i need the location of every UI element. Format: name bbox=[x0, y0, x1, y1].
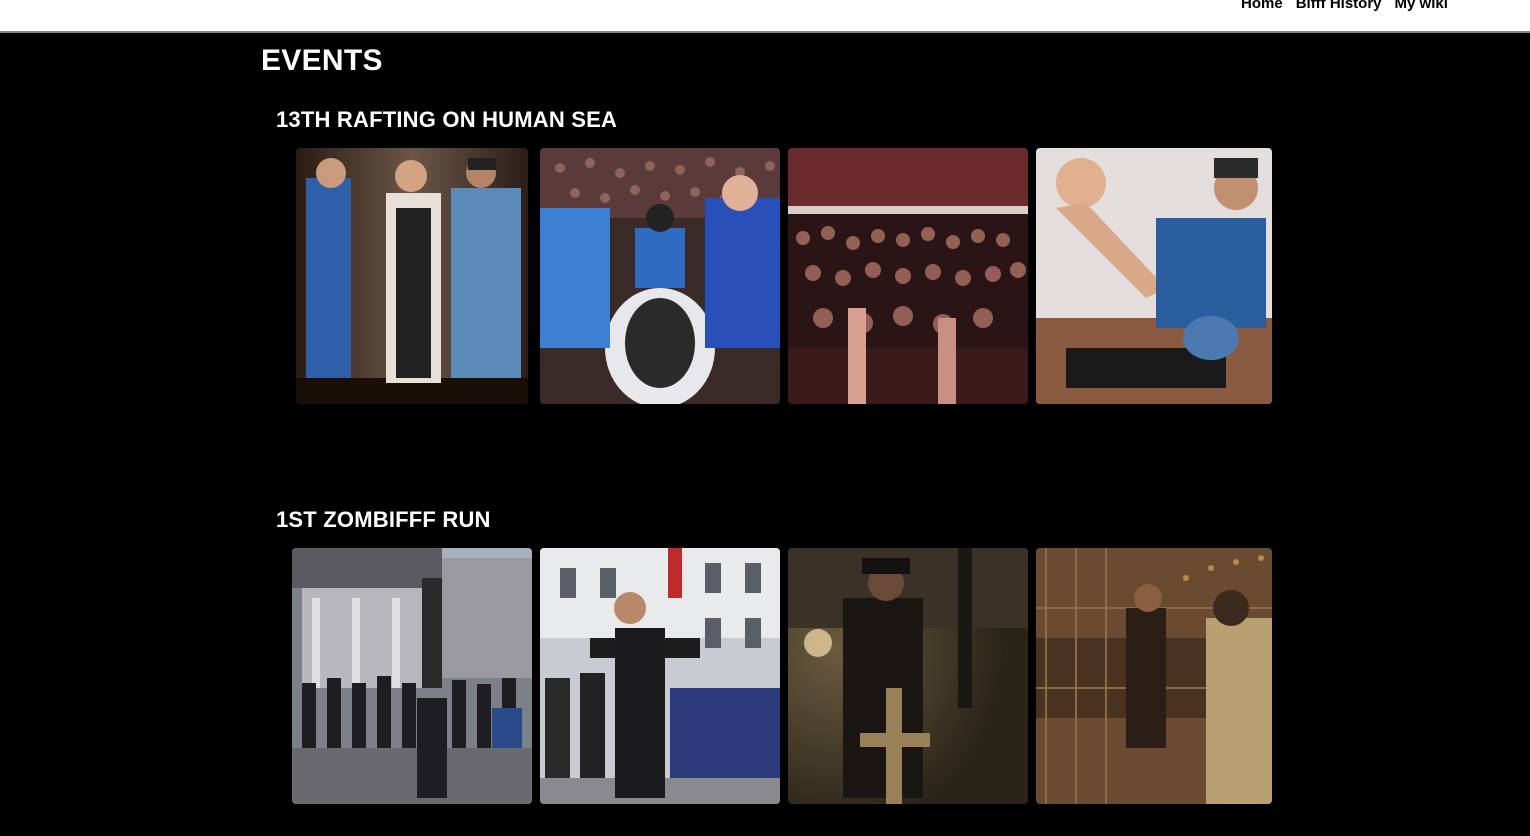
event-title-zombifff-run: 1ST ZOMBIFFF RUN bbox=[276, 507, 491, 532]
event-photo-priest-with-cross[interactable] bbox=[788, 548, 1028, 804]
event-photo-zombie-runner-street[interactable] bbox=[540, 548, 780, 804]
event-photo-performers-on-stage[interactable] bbox=[296, 148, 528, 404]
event-photo-wrestler-on-stage[interactable] bbox=[1036, 148, 1272, 404]
event-title-rafting: 13TH RAFTING ON HUMAN SEA bbox=[276, 107, 618, 132]
nav-my-wiki-link[interactable]: My wiki bbox=[1394, 0, 1448, 12]
event-photo-raft-on-audience[interactable] bbox=[540, 148, 780, 404]
main-nav: Home Bifff History My wiki bbox=[1241, 0, 1448, 14]
event-photo-runner-night-fence[interactable] bbox=[1036, 548, 1272, 804]
page-title: EVENTS bbox=[261, 44, 383, 77]
nav-bifff-history-link[interactable]: Bifff History bbox=[1295, 0, 1382, 12]
event-photo-runners-start-gate[interactable] bbox=[292, 548, 532, 804]
event-photo-cheering-crowd[interactable] bbox=[788, 148, 1028, 404]
top-navigation-bar: Home Bifff History My wiki bbox=[0, 0, 1530, 33]
nav-home-link[interactable]: Home bbox=[1241, 0, 1283, 12]
